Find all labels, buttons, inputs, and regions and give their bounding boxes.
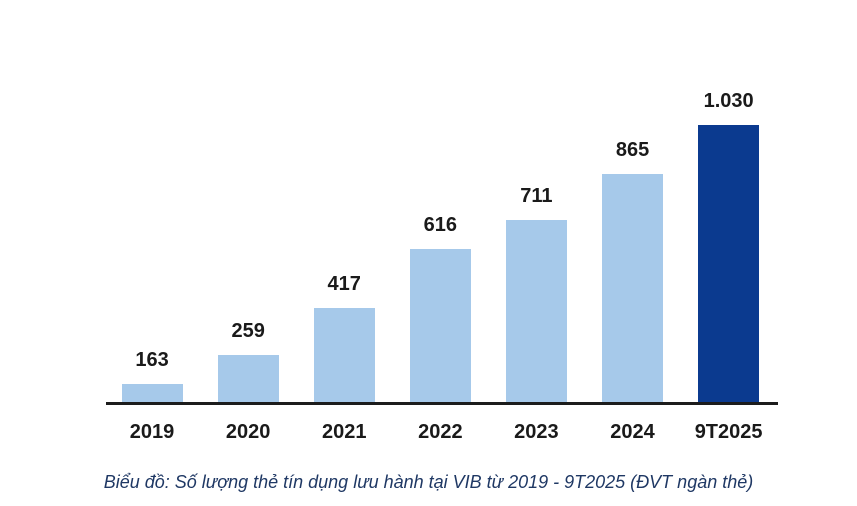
x-axis-tick-label-2022: 2022 <box>418 421 463 443</box>
bar-value-label: 1.030 <box>703 90 754 112</box>
bar-value-label: 865 <box>615 139 650 161</box>
bar-2020 <box>217 355 279 403</box>
bar-value-label: 417 <box>327 273 361 295</box>
bar-column: 259 <box>200 125 296 403</box>
x-axis-tick-label-2021: 2021 <box>321 421 367 443</box>
bar-column: 163 <box>104 125 200 403</box>
bar-column: 711 <box>488 125 584 403</box>
x-axis-tick-label-2024: 2024 <box>610 421 655 443</box>
bar-2023 <box>505 220 567 403</box>
bar-value-label: 163 <box>135 349 169 371</box>
bar-value-label: 711 <box>520 185 553 207</box>
bar-value-label: 259 <box>231 320 265 342</box>
x-axis-tick-label-2023: 2023 <box>514 421 559 443</box>
bar-9T2025 <box>698 125 760 403</box>
bar-column: 865 <box>584 125 680 403</box>
bar-2021 <box>313 308 375 403</box>
x-axis-tick-labels: 2019 2020 2021 2022 2023 2024 9T2025 <box>104 420 777 444</box>
x-axis-tick-label-2020: 2020 <box>225 421 271 443</box>
bar-column: 417 <box>296 125 392 403</box>
x-axis-line <box>106 402 778 405</box>
plot-area: 163 259 417 616 711 865 1.030 <box>104 91 777 403</box>
bar-2024 <box>602 174 664 403</box>
bar-column: 1.030 <box>681 91 777 403</box>
x-axis-tick-label-2019: 2019 <box>129 421 175 443</box>
bar-column: 616 <box>392 125 488 403</box>
bar-2019 <box>121 384 183 403</box>
chart-caption: Biểu đồ: Số lượng thẻ tín dụng lưu hành … <box>103 472 754 492</box>
bar-value-label: 616 <box>423 214 458 236</box>
bar-2022 <box>409 249 471 403</box>
x-axis-tick-label-9T2025: 9T2025 <box>694 421 763 443</box>
